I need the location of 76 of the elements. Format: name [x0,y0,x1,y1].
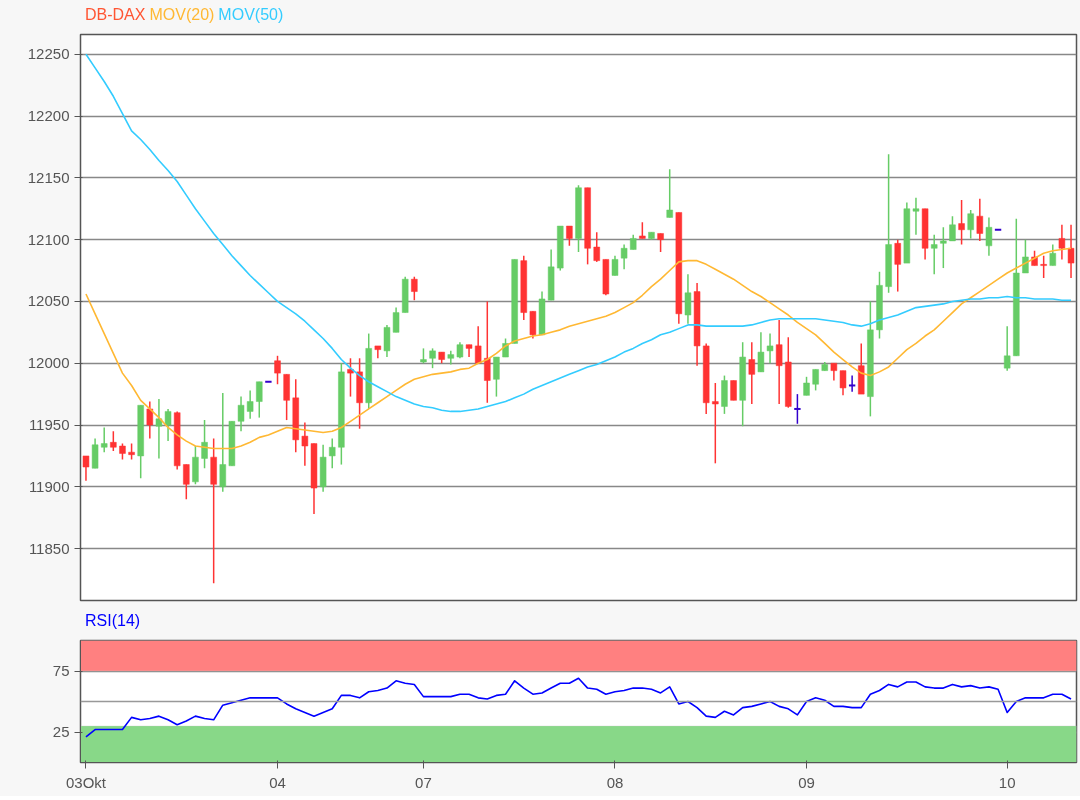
y-tick-label: 11950 [28,416,70,434]
candlestick [931,233,938,275]
candlestick [766,332,774,364]
y-tick-label: 12100 [27,230,70,248]
candlestick [712,382,719,465]
x-tick-label: 10 [998,773,1016,791]
text: MOV(50) [218,6,284,23]
candlestick [146,400,154,440]
candlestick [967,209,974,240]
candlestick [529,310,537,340]
candlestick [730,379,737,402]
candlestick [347,357,354,398]
candlestick [793,393,802,425]
candlestick [775,319,783,405]
candlestick [958,199,965,246]
candlestick [82,455,90,482]
candlestick [256,381,263,419]
candlestick [91,437,99,470]
candlestick [812,368,819,392]
candlestick [219,392,226,493]
candlestick [474,325,482,364]
candlestick [666,168,673,219]
candlestick [620,243,628,271]
y-tick-label: 12000 [27,354,70,372]
y-tick-label: 25 [52,723,70,740]
candlestick [1003,325,1011,372]
candlestick [894,238,901,293]
candlestick [301,421,309,467]
candlestick [1058,224,1066,261]
candlestick [748,341,756,405]
candlestick [657,232,664,253]
y-tick-label: 12200 [27,107,70,125]
candlestick [912,196,920,236]
candlestick [429,347,436,369]
text: MOV(20) [149,6,215,23]
candlestick [246,389,254,420]
candlestick [110,430,117,452]
y-tick-label: 12050 [27,292,70,310]
candlestick [985,216,993,257]
text: RSI(14) [85,612,141,629]
candlestick [237,395,245,432]
candlestick [411,275,418,301]
candlestick [1022,238,1029,274]
candlestick [803,376,810,397]
candlestick [201,419,208,470]
candlestick [976,198,984,242]
y-tick-label: 12150 [27,168,70,186]
y-tick-label: 12250 [27,45,70,63]
candlestick [1040,254,1047,279]
candlestick [940,226,947,269]
candlestick [611,254,619,277]
y-tick-label: 11850 [28,539,70,557]
candlestick [839,369,847,397]
candlestick [1049,243,1056,267]
x-tick-label: 07 [415,773,432,791]
candlestick [493,356,500,398]
candlestick [183,463,190,500]
candlestick [484,300,491,404]
y-tick-label: 75 [52,662,70,679]
candlestick [593,231,600,263]
x-tick-label: 03Okt [65,773,107,791]
candlestick [274,355,281,385]
y-tick-label: 11900 [28,477,70,495]
text: DB-DAX [85,6,146,23]
candlestick [329,437,336,470]
candlestick [757,331,765,373]
line-series [85,677,1072,738]
line-series [85,53,1072,413]
candlestick [684,273,692,325]
candlestick [101,426,108,453]
candlestick [949,215,956,242]
x-tick-label: 04 [269,773,286,791]
x-tick-label: 09 [798,773,815,791]
candlestick [1067,224,1075,279]
candlestick [566,225,573,247]
x-tick-label: 08 [606,773,624,791]
